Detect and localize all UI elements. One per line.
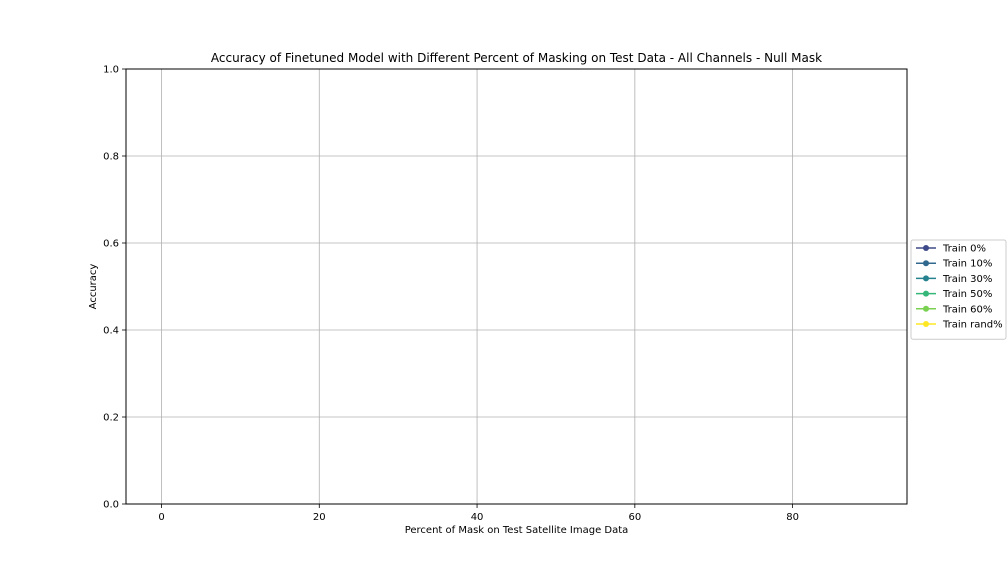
chart-title: Accuracy of Finetuned Model with Differe…: [211, 51, 822, 65]
axis-ticks: 0 20 40 60 80 0.0 0.2 0.4 0.6 0.8 1.0: [103, 65, 799, 524]
legend-entry: Train 0%: [942, 244, 986, 255]
y-tick-label: 0.6: [103, 239, 119, 250]
legend-entry: Train rand%: [942, 320, 1003, 331]
legend-swatch-marker: [923, 245, 929, 251]
x-tick-label: 60: [628, 512, 641, 523]
legend-entry: Train 10%: [942, 259, 992, 270]
y-axis-label: Accuracy: [88, 264, 99, 310]
legend: Train 0% Train 10% Train 30% Train 50% Train…: [910, 239, 1007, 340]
legend-swatch-marker: [923, 260, 929, 267]
legend-swatch-marker: [923, 290, 929, 297]
y-tick-label: 0.4: [103, 326, 119, 337]
y-tick-label: 1.0: [103, 65, 119, 76]
legend-swatch-marker: [923, 305, 929, 312]
x-tick-label: 20: [313, 512, 326, 523]
y-tick-label: 0.0: [103, 500, 119, 511]
x-tick-label: 40: [471, 512, 484, 523]
legend-box: [910, 239, 1007, 340]
y-tick-label: 0.2: [103, 413, 119, 424]
legend-entry: Train 60%: [942, 304, 992, 315]
grid-lines: [126, 68, 907, 505]
x-tick-label: 0: [158, 512, 164, 523]
legend-swatch-marker: [923, 321, 929, 327]
legend-entry: Train 50%: [942, 289, 992, 300]
x-tick-label: 80: [786, 512, 799, 523]
plot-frame: [125, 68, 908, 505]
legend-entry: Train 30%: [942, 274, 992, 285]
y-tick-label: 0.8: [103, 152, 119, 163]
x-axis-label: Percent of Mask on Test Satellite Image …: [405, 525, 629, 536]
legend-swatch-marker: [923, 275, 929, 282]
